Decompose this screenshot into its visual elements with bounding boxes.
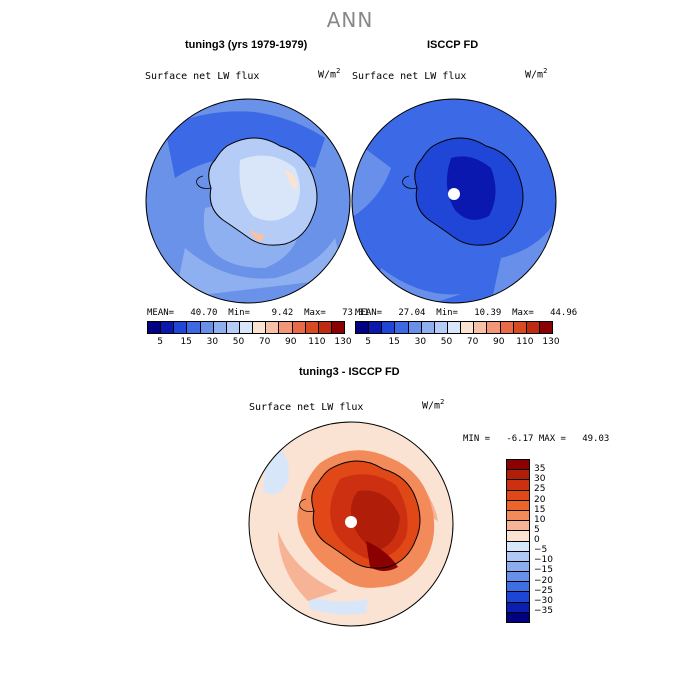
colorbar-2-swatch (447, 322, 462, 333)
colorbar-diff-tick-label: 5 (534, 524, 540, 535)
colorbar-diff-tick-label: −35 (534, 605, 553, 616)
colorbar-tick-label: 130 (334, 337, 352, 347)
colorbar-2 (355, 321, 553, 334)
colorbar-tick-label: 5 (365, 337, 371, 347)
colorbar-2-swatch (487, 322, 501, 333)
colorbar-1-swatch (148, 322, 162, 333)
colorbar-1-swatch (318, 322, 332, 333)
colorbar-diff-tick-label: 15 (534, 504, 546, 515)
colorbar-1-swatch (253, 322, 267, 333)
figure-title: ANN (326, 8, 374, 32)
panel-1-map (145, 98, 351, 304)
colorbar-1-swatch (161, 322, 175, 333)
colorbar-diff-swatch (507, 551, 529, 562)
colorbar-diff-swatch (507, 592, 529, 603)
colorbar-2-swatch (369, 322, 383, 333)
diff-panel-variable: Surface net LW flux (249, 402, 364, 413)
colorbar-2-ticks: 5 15 30 50 70 90 110 130 (355, 335, 559, 349)
diff-panel-title: tuning3 - ISCCP FD (299, 366, 400, 378)
colorbar-diff-swatch (507, 582, 529, 593)
panel-1-units: W/m2 (318, 67, 341, 81)
colorbar-diff (506, 459, 530, 623)
colorbar-2-swatch (434, 322, 448, 333)
colorbar-2-swatch (395, 322, 409, 333)
panel-2-title: ISCCP FD (427, 39, 479, 51)
colorbar-diff-tick-label: 10 (534, 514, 546, 525)
colorbar-2-swatch (539, 322, 553, 333)
colorbar-1-swatch (305, 322, 319, 333)
panel-2-variable: Surface net LW flux (352, 71, 467, 82)
colorbar-1-swatch (200, 322, 214, 333)
colorbar-tick-label: 5 (157, 337, 163, 347)
colorbar-2-swatch (356, 322, 370, 333)
colorbar-tick-label: 30 (206, 337, 219, 347)
colorbar-diff-tick-label: 20 (534, 494, 546, 505)
colorbar-tick-label: 110 (516, 337, 534, 347)
colorbar-2-swatch (526, 322, 540, 333)
colorbar-diff-tick-label: −30 (534, 595, 553, 606)
colorbar-tick-label: 130 (542, 337, 560, 347)
colorbar-2-swatch (513, 322, 527, 333)
colorbar-tick-label: 15 (388, 337, 400, 347)
panel-2-units: W/m2 (525, 67, 548, 81)
colorbar-diff-tick-label: 0 (534, 535, 540, 545)
colorbar-diff-tick-label: 25 (534, 484, 546, 495)
colorbar-diff-swatch (507, 602, 529, 613)
colorbar-tick-label: 90 (492, 337, 505, 347)
colorbar-2-swatch (461, 322, 475, 333)
panel-2-stats: MEAN= 27.04 Min= 10.39 Max= 44.96 (355, 308, 578, 318)
colorbar-diff-swatch (507, 612, 529, 622)
panel-1-variable: Surface net LW flux (145, 71, 260, 82)
colorbar-diff-swatch (507, 460, 529, 471)
colorbar-1-swatch (266, 322, 280, 333)
panel-1-title: tuning3 (yrs 1979-1979) (185, 39, 308, 51)
colorbar-1-swatch (187, 322, 201, 333)
colorbar-diff-tick-label: −20 (534, 575, 553, 586)
colorbar-diff-swatch (507, 572, 529, 583)
colorbar-diff-swatch (507, 510, 529, 522)
colorbar-diff-swatch (507, 470, 529, 481)
colorbar-diff-ticks: 35 30 25 20 15 10 5 0 −5 −10 −15 −20 −25 −30 −35 (534, 459, 564, 621)
colorbar-1-swatch (279, 322, 293, 333)
diff-panel-map (248, 421, 454, 627)
colorbar-tick-label: 50 (440, 337, 453, 347)
colorbar-diff-swatch (507, 490, 529, 501)
colorbar-diff-swatch (507, 500, 529, 511)
colorbar-tick-label: 110 (308, 337, 326, 347)
colorbar-tick-label: 15 (180, 337, 192, 347)
colorbar-diff-tick-label: −25 (534, 585, 553, 596)
colorbar-1-swatch (213, 322, 227, 333)
colorbar-tick-label: 70 (258, 337, 271, 347)
panel-1-stats: MEAN= 40.70 Min= 9.42 Max= 73.31 (147, 308, 370, 318)
colorbar-1-swatch (331, 322, 345, 333)
colorbar-diff-swatch (507, 541, 529, 552)
colorbar-2-swatch (474, 322, 488, 333)
panel-2-map (351, 98, 557, 304)
colorbar-1-swatch (174, 322, 188, 333)
colorbar-1-swatch (239, 322, 254, 333)
colorbar-2-swatch (421, 322, 435, 333)
colorbar-1-ticks: 5 15 30 50 70 90 110 130 (147, 335, 351, 349)
colorbar-1-swatch (292, 322, 306, 333)
colorbar-2-swatch (382, 322, 396, 333)
colorbar-diff-tick-label: 35 (534, 464, 546, 475)
diff-panel-units: W/m2 (422, 398, 445, 412)
colorbar-diff-tick-label: −15 (534, 565, 553, 576)
colorbar-tick-label: 30 (414, 337, 427, 347)
colorbar-diff-swatch (507, 521, 529, 532)
colorbar-1-swatch (226, 322, 240, 333)
colorbar-diff-swatch (507, 480, 529, 491)
colorbar-diff-swatch (507, 561, 529, 573)
colorbar-diff-tick-label: −10 (534, 555, 553, 566)
colorbar-1 (147, 321, 345, 334)
diff-panel-stats: MIN = -6.17 MAX = 49.03 (463, 434, 610, 444)
colorbar-tick-label: 50 (232, 337, 245, 347)
colorbar-diff-tick-label: 30 (534, 474, 546, 485)
colorbar-2-swatch (408, 322, 422, 333)
colorbar-tick-label: 70 (466, 337, 479, 347)
colorbar-tick-label: 90 (284, 337, 297, 347)
colorbar-diff-swatch (507, 531, 529, 542)
colorbar-diff-tick-label: −5 (534, 545, 548, 556)
colorbar-2-swatch (500, 322, 514, 333)
